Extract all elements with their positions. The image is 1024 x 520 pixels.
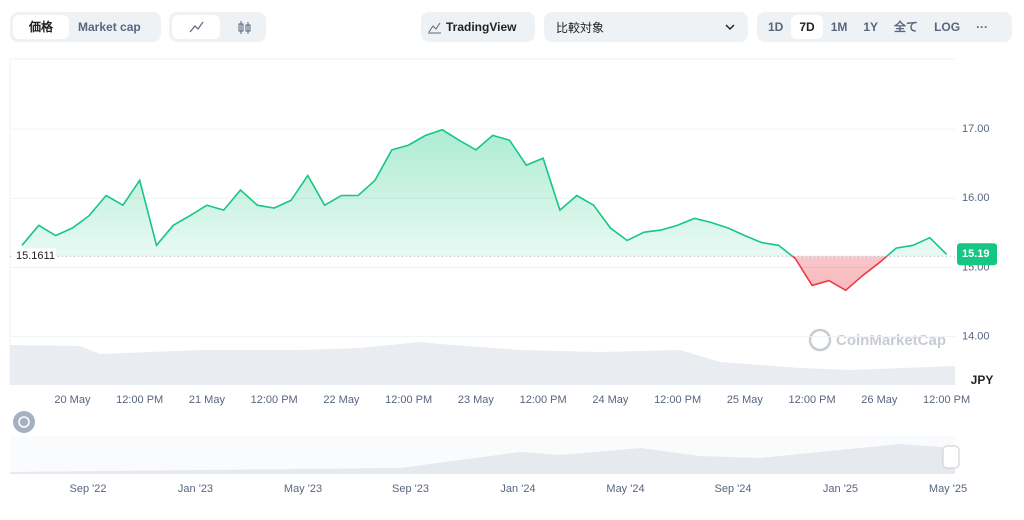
x-tick-label: 20 May — [54, 394, 91, 406]
x-tick-label: 21 May — [189, 394, 226, 406]
compare-dropdown[interactable]: 比較対象 — [544, 12, 748, 42]
navigator-label: Sep '22 — [70, 483, 107, 495]
x-tick-label: 12:00 PM — [116, 394, 163, 406]
navigator-label: Jan '23 — [178, 483, 213, 495]
navigator-label: Jan '25 — [823, 483, 858, 495]
baseline-label: 15.1611 — [16, 250, 55, 262]
history-button[interactable] — [13, 411, 35, 433]
price-line-up — [21, 128, 948, 257]
dropdown-arrow — [725, 24, 735, 31]
candle-style-button[interactable] — [220, 15, 268, 39]
range-selector: 1D 7D 1M 1Y 全て LOG ··· — [757, 12, 1012, 42]
range-button[interactable]: 1Y — [863, 20, 879, 34]
range-button[interactable]: 1M — [830, 20, 848, 34]
chart-style-toggle — [169, 12, 266, 42]
range-button[interactable]: 1D — [768, 20, 784, 34]
x-tick-label: 12:00 PM — [789, 394, 836, 406]
baseline-label-bg — [12, 248, 56, 265]
volume-area — [10, 342, 955, 385]
x-tick-label: 12:00 PM — [520, 394, 567, 406]
y-tick-label: 14.00 — [962, 331, 990, 343]
navigator-label: May '24 — [606, 483, 644, 495]
tradingview-icon — [428, 22, 441, 34]
last-price-label: 15.19 — [962, 248, 990, 260]
y-tick-label: 17.00 — [962, 123, 990, 135]
navigator-area — [10, 444, 955, 474]
watermark: CoinMarketCap — [808, 328, 946, 352]
navigator-label: Sep '23 — [392, 483, 429, 495]
x-tick-label: 12:00 PM — [385, 394, 432, 406]
area-down — [22, 256, 947, 291]
x-tick-label: 22 May — [323, 394, 360, 406]
navigator-handle[interactable] — [942, 445, 960, 469]
last-price-badge — [957, 243, 997, 266]
navigator-label: Jan '24 — [500, 483, 535, 495]
x-tick-label: 23 May — [458, 394, 495, 406]
watermark-text: CoinMarketCap — [836, 332, 946, 349]
currency-label: JPY — [971, 373, 994, 387]
market-cap-tab[interactable]: Market cap — [78, 20, 141, 34]
x-tick-label: 12:00 PM — [654, 394, 701, 406]
tradingview-label: TradingView — [446, 20, 517, 34]
range-button[interactable]: 全て — [894, 20, 919, 34]
tradingview-button[interactable]: TradingView — [421, 12, 535, 42]
x-tick-label: 24 May — [592, 394, 629, 406]
range-button[interactable]: 7D — [791, 15, 823, 39]
navigator-label: May '25 — [929, 483, 967, 495]
x-tick-label: 12:00 PM — [923, 394, 970, 406]
range-button[interactable]: ··· — [976, 20, 989, 34]
range-button[interactable]: LOG — [934, 20, 961, 34]
price-mode-toggle: 価格 Market cap — [10, 12, 161, 42]
navigator-label: Sep '24 — [715, 483, 752, 495]
line-style-button[interactable] — [172, 15, 220, 39]
x-tick-label: 12:00 PM — [251, 394, 298, 406]
history-icon — [18, 416, 30, 428]
price-tab[interactable]: 価格 — [13, 15, 70, 39]
x-tick-label: 25 May — [727, 394, 764, 406]
x-tick-label: 26 May — [861, 394, 898, 406]
compare-label: 比較対象 — [556, 20, 605, 35]
y-tick-label: 16.00 — [962, 192, 990, 204]
navigator-label: May '23 — [284, 483, 322, 495]
